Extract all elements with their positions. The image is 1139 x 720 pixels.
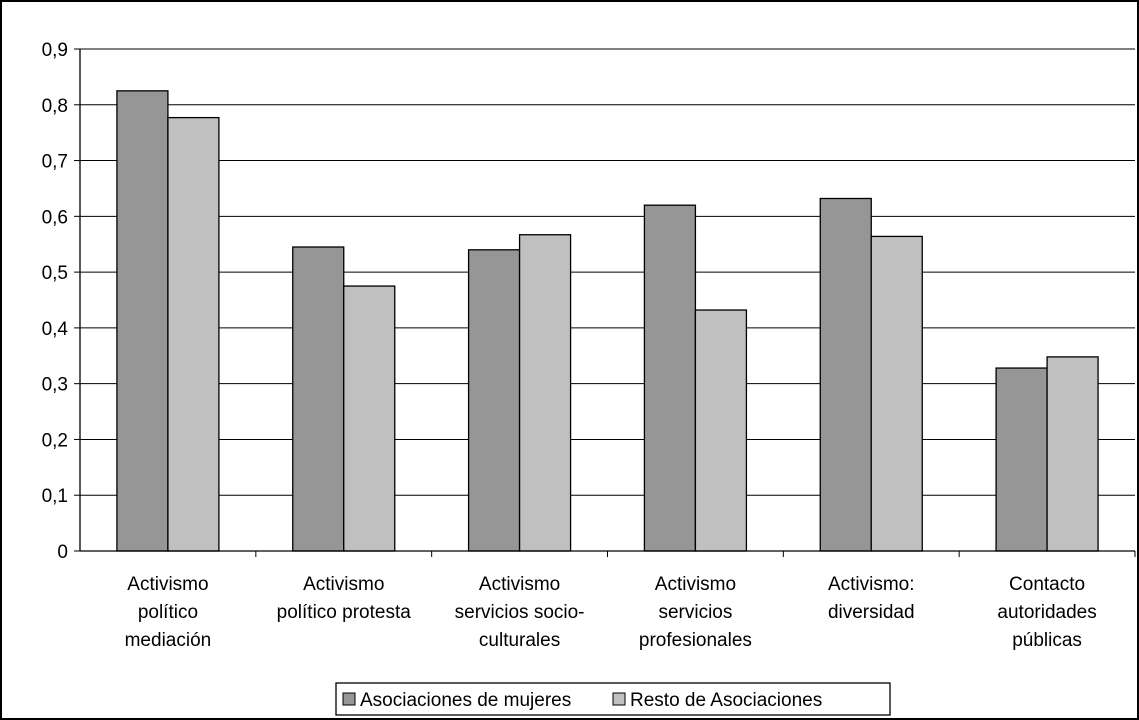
bar-mujeres (116, 90, 169, 552)
x-tick-label-line: político protesta (277, 602, 412, 623)
bar-mujeres (643, 204, 697, 552)
bar-mujeres (995, 367, 1048, 552)
x-tick-label: Activismo: diversidad (828, 574, 915, 623)
x-tick-label-line: servicios socio- (455, 602, 585, 623)
x-tick-label: Contacto autoridades públicas (997, 574, 1096, 651)
bar-mujeres (819, 197, 872, 552)
x-tick-label-line: públicas (1012, 630, 1082, 651)
plot-area: 0 0,1 0,2 0,3 0,4 0,5 0,6 0,7 0,8 0,9 Activismo pol… (42, 40, 1136, 651)
y-tick-label: 0,4 (42, 319, 69, 340)
x-tick-label-line: mediación (125, 630, 212, 651)
x-tick-label: Activismo político protesta (277, 574, 412, 623)
x-tick-label-line: Activismo (655, 574, 736, 595)
legend-label: Asociaciones de mujeres (360, 690, 571, 711)
bar-resto (694, 309, 748, 552)
bar-resto (518, 234, 572, 552)
y-tick-label: 0,3 (42, 375, 68, 396)
y-tick-label: 0 (57, 542, 68, 563)
legend: Asociaciones de mujeres Resto de Asociaci… (335, 682, 891, 716)
bar-resto (343, 285, 396, 552)
bar-resto (167, 116, 220, 552)
x-tick-label-line: autoridades (997, 602, 1096, 623)
x-tick-label-line: Activismo: (828, 574, 915, 595)
x-tick-label: Activismo político mediación (125, 574, 212, 651)
x-tick-label: Activismo servicios profesionales (639, 574, 752, 651)
y-tick-label: 0,7 (42, 152, 68, 173)
x-tick-label-line: Contacto (1009, 574, 1085, 595)
y-tick-label: 0,8 (42, 96, 68, 117)
y-tick-label: 0,5 (42, 263, 68, 284)
y-tick-label: 0,9 (42, 40, 68, 61)
x-tick-label-line: Activismo (479, 574, 560, 595)
x-tick-label-line: Activismo (303, 574, 384, 595)
y-tick-label: 0,2 (42, 430, 68, 451)
x-tick-label-line: político (138, 602, 198, 623)
y-tick-label: 0,1 (42, 486, 68, 507)
x-tick-label-line: servicios (658, 602, 732, 623)
legend-label: Resto de Asociaciones (630, 690, 822, 711)
bar-mujeres (292, 246, 345, 552)
legend-swatch-mujeres (342, 692, 356, 706)
x-tick-label-line: profesionales (639, 630, 752, 651)
x-tick-label-line: diversidad (828, 602, 915, 623)
bar-resto (1046, 356, 1099, 552)
x-tick-label-line: Activismo (127, 574, 208, 595)
legend-swatch-resto (612, 692, 626, 706)
bar-mujeres (467, 249, 521, 552)
x-tick-label-line: culturales (479, 630, 560, 651)
y-tick-label: 0,6 (42, 207, 68, 228)
x-tick-label: Activismo servicios socio-culturales (455, 574, 585, 651)
bar-resto (870, 235, 923, 552)
